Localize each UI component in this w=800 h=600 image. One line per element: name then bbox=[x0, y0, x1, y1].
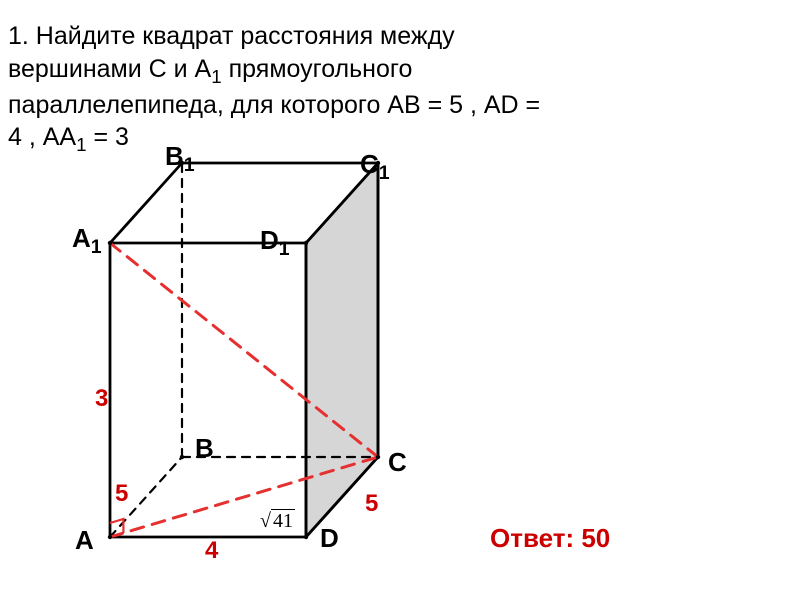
edge-label-2: 4 bbox=[205, 537, 218, 565]
problem-line3: параллелепипеда, для которого АВ = 5 , А… bbox=[8, 91, 540, 119]
problem-line2-sub: 1 bbox=[211, 66, 221, 87]
vertex-label-A1: A1 bbox=[72, 223, 102, 259]
vertex-label-C: C bbox=[388, 447, 407, 478]
edge-label-3: 5 bbox=[365, 490, 378, 518]
vertex-label-C1: C1 bbox=[360, 149, 390, 185]
answer-text: Ответ: 50 bbox=[490, 523, 610, 553]
vertex-label-A: A bbox=[75, 525, 94, 556]
vertex-label-B: B bbox=[195, 433, 214, 464]
diagram-container: ABCDA1B1C1D13545√41 bbox=[40, 145, 560, 575]
problem-line2a: вершинами С и А bbox=[8, 55, 211, 83]
problem-text: 1. Найдите квадрат расстояния между верш… bbox=[8, 20, 790, 158]
vertex-label-D: D bbox=[320, 523, 339, 554]
problem-line2b: прямоугольного bbox=[222, 55, 413, 83]
edge-label-1: 5 bbox=[115, 480, 128, 508]
parallelepiped-svg bbox=[40, 145, 560, 575]
vertex-label-B1: B1 bbox=[165, 141, 195, 177]
vertex-label-D1: D1 bbox=[260, 225, 290, 261]
edge-label-0: 3 bbox=[95, 385, 108, 413]
sqrt-label: √41 bbox=[260, 510, 295, 533]
answer-label: Ответ: 50 bbox=[490, 523, 610, 554]
problem-line1: 1. Найдите квадрат расстояния между bbox=[8, 22, 455, 50]
